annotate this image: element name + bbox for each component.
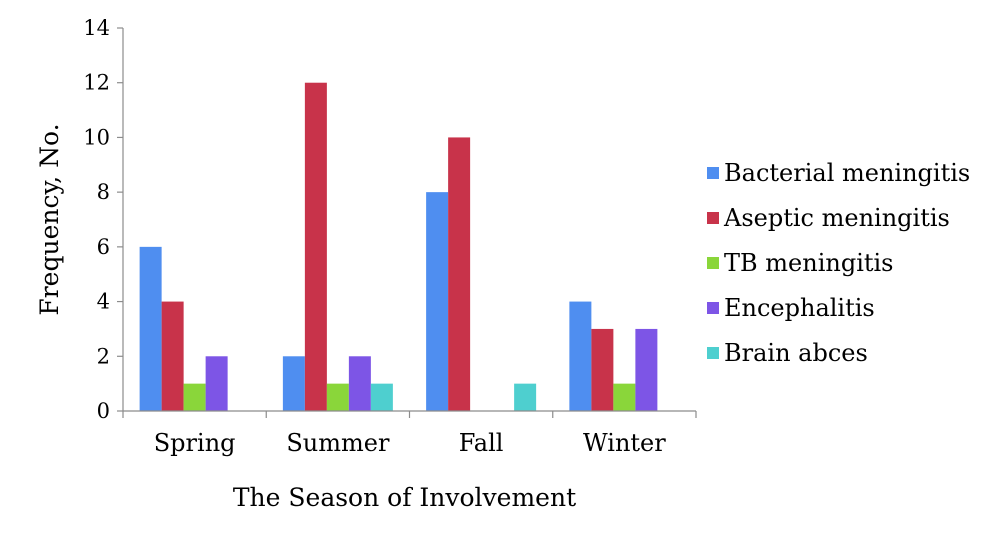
x-category-label: Winter (583, 429, 666, 457)
legend-swatch (707, 347, 719, 359)
legend-item: Bacterial meningitis (707, 159, 970, 187)
y-axis-title: Frequency, No. (35, 123, 64, 315)
legend-label: TB meningitis (724, 249, 894, 277)
legend-swatch (707, 257, 719, 269)
y-tick-label: 2 (97, 344, 110, 368)
y-tick-label: 6 (97, 235, 110, 259)
legend-swatch (707, 167, 719, 179)
bar-winter-aseptic-meningitis (591, 328, 614, 411)
y-tick-label: 10 (83, 125, 110, 149)
bar-summer-bacterial-meningitis (282, 356, 305, 411)
bar-summer-tb-meningitis (326, 383, 349, 411)
legend-label: Aseptic meningitis (723, 204, 950, 232)
y-ticks-group: 0 2 4 6 8 10 12 14 (83, 16, 123, 423)
legend-item: TB meningitis (707, 249, 894, 277)
legend-label: Bacterial meningitis (724, 159, 970, 187)
category-labels-group: Spring Summer Fall Winter (154, 429, 667, 457)
bar-fall-bacterial-meningitis (426, 192, 449, 411)
y-tick-label: 14 (83, 16, 110, 40)
legend-label: Encephalitis (724, 294, 875, 322)
bar-winter-bacterial-meningitis (569, 301, 592, 411)
bar-spring-encephalitis (205, 356, 228, 411)
x-axis-title: The Season of Involvement (233, 483, 576, 512)
x-category-label: Spring (154, 429, 236, 457)
bar-fall-brain-abces (514, 383, 537, 411)
y-tick-label: 8 (97, 180, 110, 204)
x-category-label: Fall (459, 429, 504, 457)
legend-item: Encephalitis (707, 294, 875, 322)
legend-item: Brain abces (707, 339, 868, 367)
bar-summer-brain-abces (370, 383, 393, 411)
legend: Bacterial meningitis Aseptic meningitis TB… (707, 159, 970, 367)
legend-swatch (707, 302, 719, 314)
bar-fall-aseptic-meningitis (448, 137, 471, 411)
legend-label: Brain abces (724, 339, 868, 367)
legend-item: Aseptic meningitis (707, 204, 950, 232)
y-tick-label: 12 (83, 71, 110, 95)
y-tick-label: 4 (97, 290, 110, 314)
x-category-label: Summer (286, 429, 390, 457)
bar-spring-tb-meningitis (183, 383, 206, 411)
bar-summer-aseptic-meningitis (304, 82, 327, 411)
x-ticks-group (122, 411, 697, 418)
legend-swatch (707, 212, 719, 224)
bar-winter-tb-meningitis (613, 383, 636, 411)
bar-spring-aseptic-meningitis (161, 301, 184, 411)
bar-spring-bacterial-meningitis (139, 246, 162, 411)
y-tick-label: 0 (97, 399, 110, 423)
bars-group (139, 82, 658, 411)
bar-summer-encephalitis (348, 356, 371, 411)
bar-winter-encephalitis (635, 328, 658, 411)
